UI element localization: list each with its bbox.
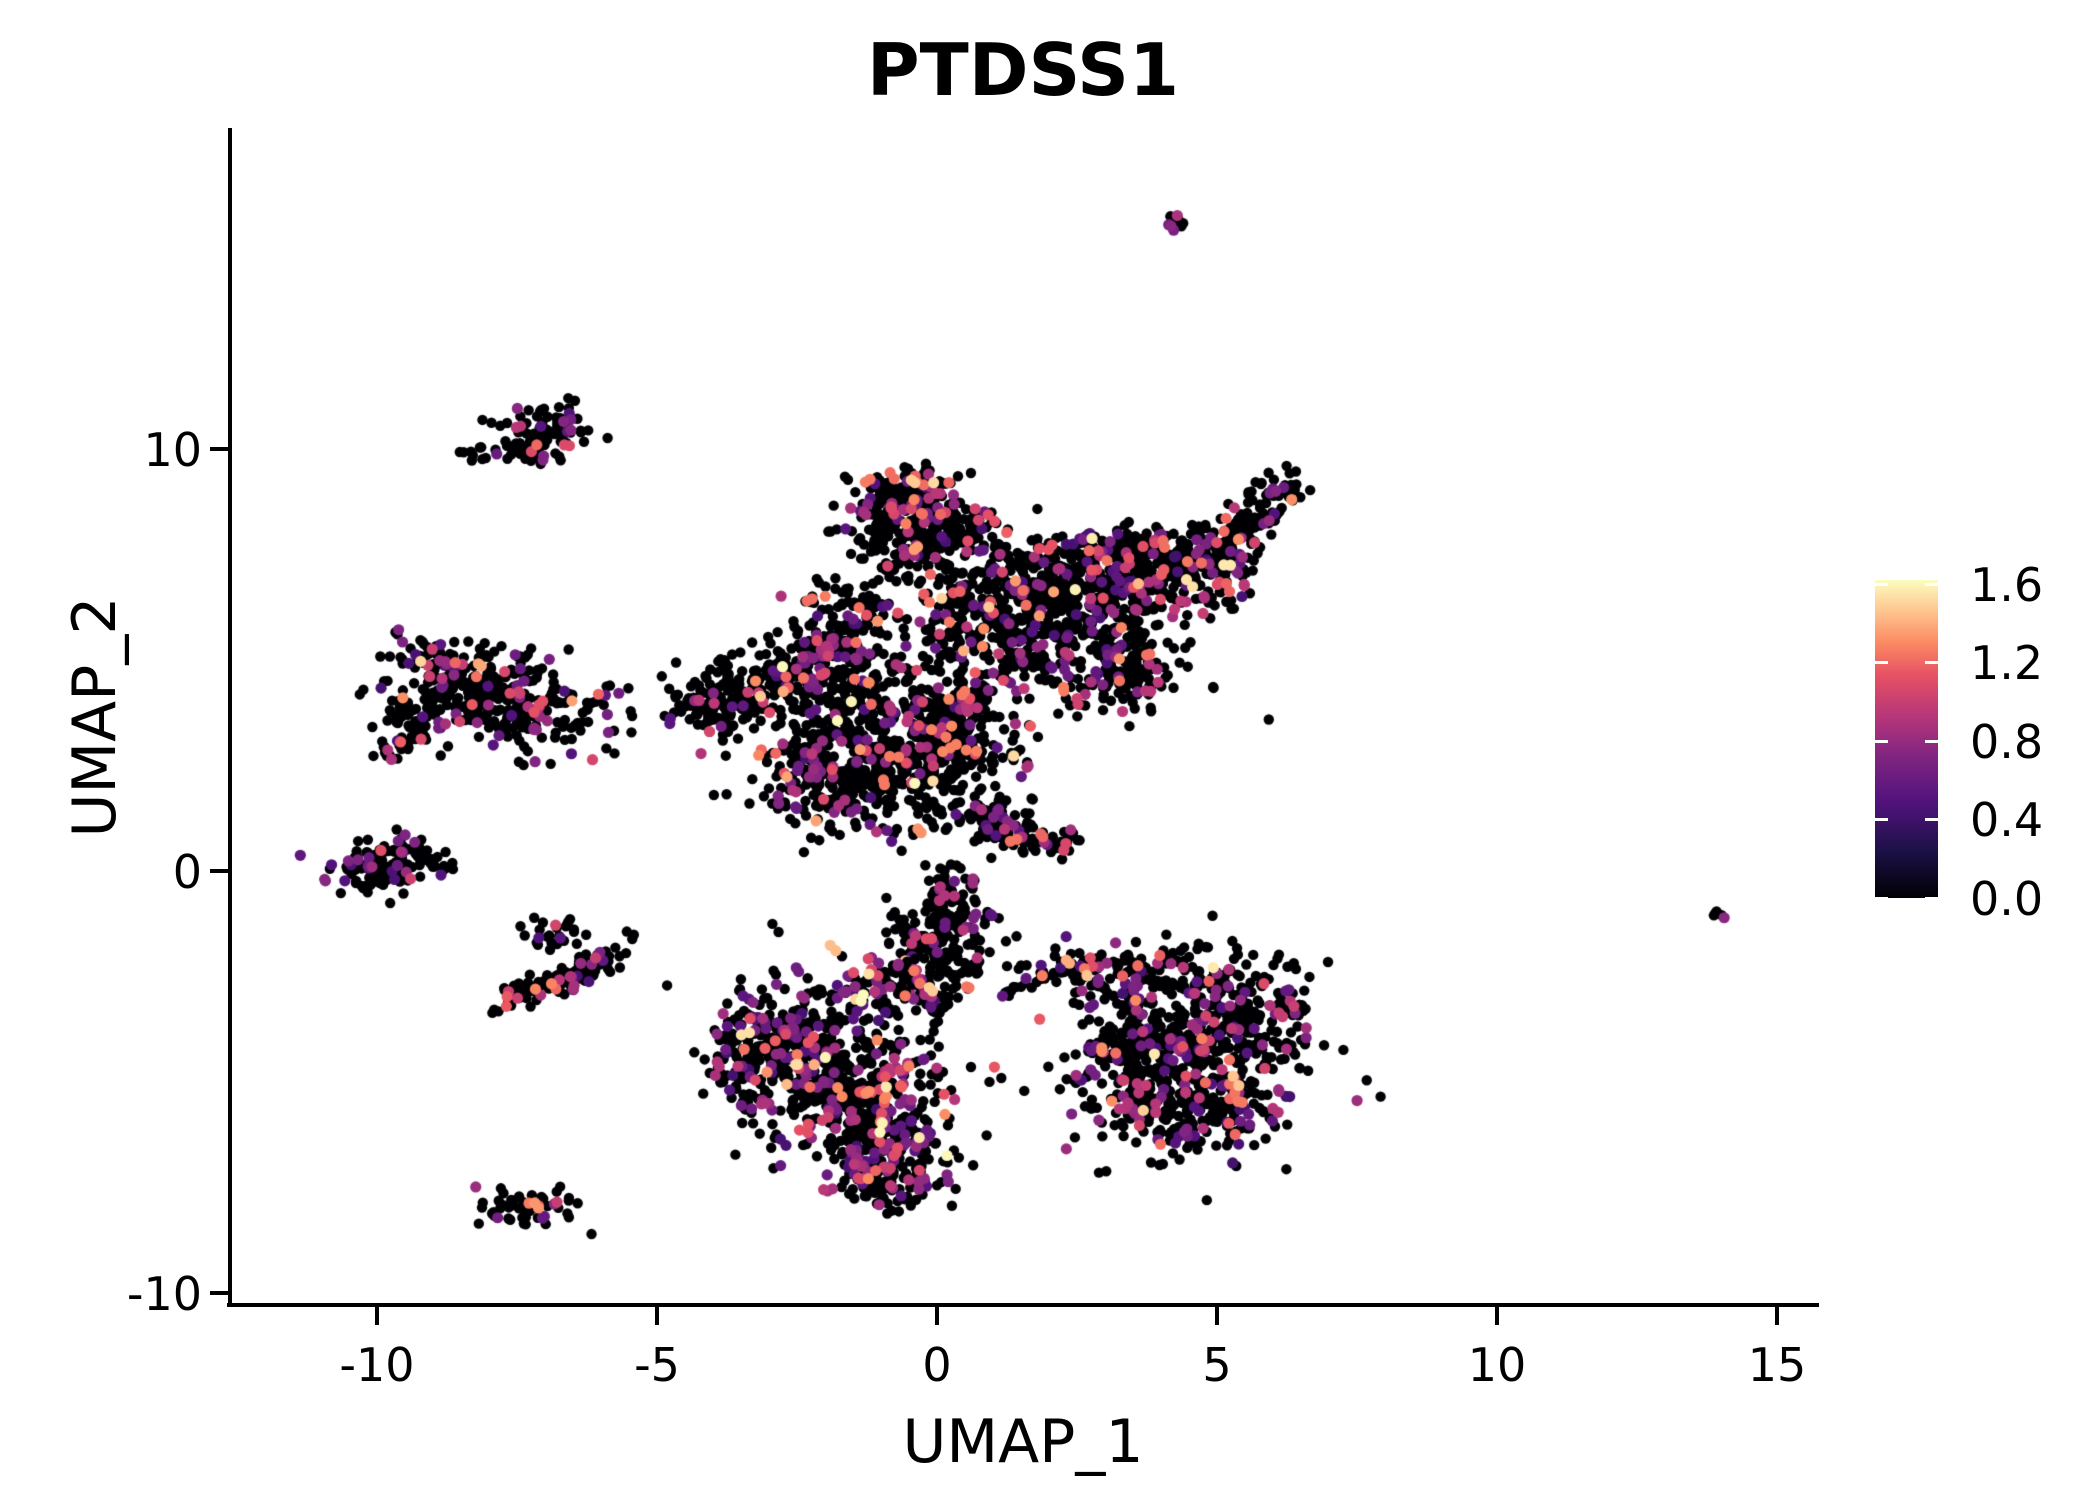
x-axis-title: UMAP_1 xyxy=(902,1407,1144,1477)
y-axis-line xyxy=(228,128,232,1307)
x-tick-mark xyxy=(1215,1307,1219,1325)
y-tick-label: -10 xyxy=(126,1267,202,1321)
x-tick-label: 5 xyxy=(1202,1338,1232,1392)
x-tick-label: 10 xyxy=(1467,1338,1527,1392)
colorbar-gradient xyxy=(1875,580,1938,898)
colorbar-tick-right xyxy=(1925,582,1938,586)
y-tick-label: 0 xyxy=(172,845,202,899)
x-tick-mark xyxy=(1495,1307,1499,1325)
x-tick-mark xyxy=(375,1307,379,1325)
x-tick-mark xyxy=(935,1307,939,1325)
y-tick-mark xyxy=(210,1291,228,1295)
x-tick-mark xyxy=(655,1307,659,1325)
colorbar-tick-label: 1.2 xyxy=(1970,636,2044,691)
colorbar-tick-left xyxy=(1875,582,1888,586)
colorbar-tick-label: 0.0 xyxy=(1970,872,2044,926)
x-tick-label: 15 xyxy=(1747,1338,1807,1392)
colorbar-tick-left xyxy=(1875,818,1888,822)
colorbar-tick-label: 0.8 xyxy=(1970,714,2044,769)
colorbar-tick-left xyxy=(1875,897,1888,900)
y-tick-label: 10 xyxy=(143,423,202,477)
x-tick-label: -10 xyxy=(339,1338,415,1392)
y-tick-mark xyxy=(210,447,228,451)
colorbar-tick-right xyxy=(1925,897,1938,900)
plot-title: PTDSS1 xyxy=(866,28,1180,112)
y-tick-mark xyxy=(210,869,228,873)
y-axis-title: UMAP_2 xyxy=(60,596,130,838)
x-axis-line xyxy=(227,1303,1819,1307)
colorbar-tick-label: 1.6 xyxy=(1970,557,2044,612)
x-tick-label: -5 xyxy=(634,1338,680,1392)
colorbar-tick-left xyxy=(1875,661,1888,665)
colorbar-tick-right xyxy=(1925,661,1938,665)
colorbar-tick-right xyxy=(1925,818,1938,822)
colorbar-tick-label: 0.4 xyxy=(1970,793,2044,848)
x-tick-label: 0 xyxy=(922,1338,952,1392)
x-tick-mark xyxy=(1775,1307,1779,1325)
colorbar-tick-right xyxy=(1925,739,1938,743)
colorbar-tick-left xyxy=(1875,739,1888,743)
